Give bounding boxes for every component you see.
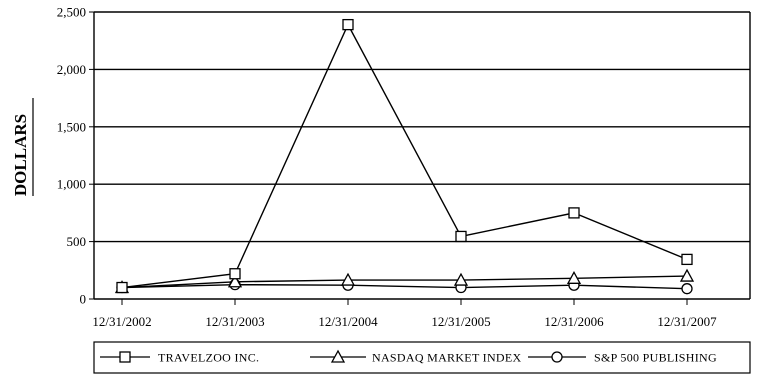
y-tick-label: 1,500: [57, 119, 86, 134]
legend-marker-square: [119, 351, 131, 363]
legend-label: TRAVELZOO INC.: [158, 351, 259, 365]
x-tick-label: 12/31/2006: [544, 314, 604, 329]
data-point-triangle: [679, 268, 695, 282]
legend-label: S&P 500 PUBLISHING: [594, 351, 717, 365]
series-square: [116, 18, 693, 294]
data-point-square: [116, 281, 128, 294]
legend-item-circle: S&P 500 PUBLISHING: [528, 351, 717, 365]
y-tick-label: 2,500: [57, 5, 86, 20]
legend-marker-triangle: [330, 349, 346, 363]
y-tick-label: 0: [80, 292, 87, 307]
legend-item-triangle: NASDAQ MARKET INDEX: [310, 349, 522, 365]
series-group: [114, 18, 695, 295]
x-tick-label: 12/31/2004: [318, 314, 378, 329]
data-point-triangle: [227, 274, 243, 288]
x-axis-ticks: 12/31/2002 12/31/2003 12/31/2004 12/31/2005…: [92, 299, 717, 329]
x-tick-label: 12/31/2005: [431, 314, 490, 329]
data-point-triangle: [566, 270, 582, 284]
data-point-square: [229, 268, 241, 280]
y-axis-ticks: 0 500 1,000 1,500 2,000 2,500: [57, 5, 94, 307]
data-point-square: [342, 18, 354, 31]
legend-label: NASDAQ MARKET INDEX: [372, 351, 522, 365]
x-tick-label: 12/31/2002: [92, 314, 151, 329]
data-point-square: [455, 230, 467, 243]
data-point-circle: [681, 283, 693, 295]
series-line: [121, 283, 688, 290]
legend-box: [93, 341, 751, 374]
legend: TRAVELZOO INC. NASDAQ MARKET INDEX S&P 500…: [93, 341, 751, 374]
y-axis-label: DOLLARS: [11, 114, 30, 196]
legend-marker-circle: [551, 351, 563, 363]
series-circle: [116, 278, 693, 295]
data-point-square: [568, 207, 580, 219]
series-line: [121, 23, 688, 289]
data-point-triangle: [340, 272, 356, 286]
y-tick-label: 500: [67, 234, 87, 249]
data-point-square: [681, 253, 693, 266]
y-tick-label: 2,000: [57, 62, 86, 77]
legend-item-square: TRAVELZOO INC.: [100, 351, 259, 365]
x-tick-label: 12/31/2007: [657, 314, 717, 329]
y-tick-label: 1,000: [57, 177, 86, 192]
series-line: [121, 275, 688, 289]
series-triangle: [114, 268, 695, 294]
data-point-triangle: [453, 272, 469, 286]
x-tick-label: 12/31/2003: [205, 314, 264, 329]
grid-lines: [94, 11, 750, 243]
plot-frame: [93, 12, 751, 300]
